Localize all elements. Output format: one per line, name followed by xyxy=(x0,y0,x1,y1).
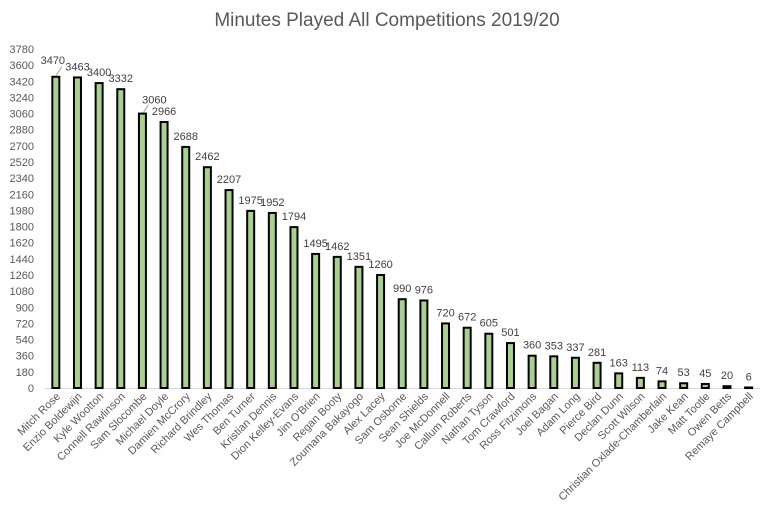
bar xyxy=(181,145,191,389)
bar xyxy=(267,211,277,389)
bar xyxy=(51,75,61,390)
y-tick-label: 3060 xyxy=(10,109,34,121)
bar xyxy=(549,355,559,390)
bar xyxy=(202,166,212,389)
y-tick-label: 1440 xyxy=(10,254,34,266)
data-label: 720 xyxy=(436,307,454,319)
bars xyxy=(51,75,754,390)
y-tick-label: 3780 xyxy=(10,44,34,56)
bar xyxy=(505,342,515,390)
y-tick-label: 2880 xyxy=(10,125,34,137)
bar xyxy=(224,189,234,389)
data-label: 337 xyxy=(566,342,584,354)
data-label: 2462 xyxy=(195,151,219,163)
y-axis-ticks: 0 180 360 540 720 900 1080 1260 1440 1620 1800 1980… xyxy=(10,44,34,395)
bar xyxy=(592,361,602,389)
data-label: 1952 xyxy=(260,197,284,209)
bar xyxy=(159,121,169,389)
data-label: 281 xyxy=(588,347,606,359)
y-tick-label: 1620 xyxy=(10,238,34,250)
chart-title: Minutes Played All Competitions 2019/20 xyxy=(214,10,560,31)
y-tick-label: 2340 xyxy=(10,173,34,185)
leader-line xyxy=(55,66,63,77)
bar xyxy=(744,386,754,390)
data-label: 3463 xyxy=(65,61,89,73)
y-tick-label: 180 xyxy=(16,367,34,379)
y-tick-label: 1260 xyxy=(10,270,34,282)
bar xyxy=(527,354,537,390)
data-label: 2688 xyxy=(173,131,197,143)
data-label: 6 xyxy=(746,371,752,383)
bar xyxy=(137,112,147,389)
bar xyxy=(72,76,82,390)
data-label: 2966 xyxy=(152,106,176,118)
bar xyxy=(679,382,689,390)
data-label: 3470 xyxy=(41,55,65,67)
data-label: 1351 xyxy=(347,251,371,263)
data-label: 360 xyxy=(523,340,541,352)
bar xyxy=(635,376,645,390)
bar xyxy=(116,88,126,390)
bar xyxy=(441,322,451,389)
y-tick-label: 0 xyxy=(28,383,34,395)
bar xyxy=(376,274,386,389)
bar xyxy=(94,82,104,389)
data-label: 3332 xyxy=(109,73,133,85)
data-label: 3400 xyxy=(87,67,111,79)
data-label: 3060 xyxy=(142,95,166,107)
y-tick-label: 540 xyxy=(16,335,34,347)
y-tick-label: 720 xyxy=(16,318,34,330)
y-tick-label: 2700 xyxy=(10,141,34,153)
data-label: 976 xyxy=(415,284,433,296)
data-label: 53 xyxy=(678,367,690,379)
data-label: 990 xyxy=(393,283,411,295)
data-label: 2207 xyxy=(217,174,241,186)
bar xyxy=(311,252,321,389)
y-tick-label: 3240 xyxy=(10,92,34,104)
data-label: 353 xyxy=(545,340,563,352)
y-tick-label: 1800 xyxy=(10,222,34,234)
data-label: 1794 xyxy=(282,211,306,223)
data-label: 45 xyxy=(699,368,711,380)
data-label: 1495 xyxy=(303,238,327,250)
data-label: 113 xyxy=(632,362,650,374)
data-label: 672 xyxy=(458,312,476,324)
bar xyxy=(570,356,580,389)
bar xyxy=(700,382,710,390)
bar xyxy=(289,226,299,389)
data-label: 20 xyxy=(721,370,733,382)
data-label: 501 xyxy=(501,327,519,339)
data-label: 1260 xyxy=(368,259,392,271)
bar xyxy=(354,265,364,390)
bar xyxy=(657,380,667,390)
bar xyxy=(397,298,407,390)
bar xyxy=(419,299,429,390)
data-label: 1975 xyxy=(238,195,262,207)
y-tick-label: 3600 xyxy=(10,60,34,72)
y-tick-label: 900 xyxy=(16,302,34,314)
bar xyxy=(614,372,624,389)
y-tick-label: 2520 xyxy=(10,157,34,169)
bar xyxy=(484,332,494,390)
y-tick-label: 3420 xyxy=(10,76,34,88)
y-tick-label: 2160 xyxy=(10,189,34,201)
data-label: 74 xyxy=(656,365,668,377)
leader-line xyxy=(143,104,149,113)
data-label: 1462 xyxy=(325,241,349,253)
y-tick-label: 1080 xyxy=(10,286,34,298)
bar xyxy=(332,255,342,389)
data-label: 163 xyxy=(610,357,628,369)
data-label: 605 xyxy=(480,318,498,330)
bar xyxy=(722,385,732,390)
y-tick-label: 360 xyxy=(16,351,34,363)
y-tick-label: 1980 xyxy=(10,205,34,217)
bar xyxy=(462,326,472,390)
bar xyxy=(246,209,256,389)
